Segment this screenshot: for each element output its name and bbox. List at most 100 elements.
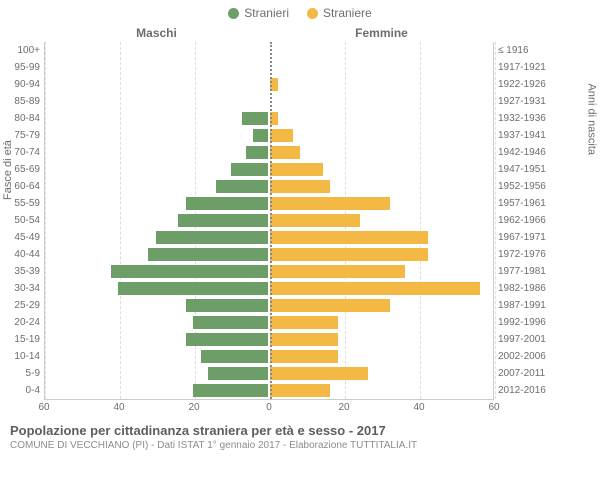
bar-female (270, 231, 428, 244)
chart-subtitle: COMUNE DI VECCHIANO (PI) - Dati ISTAT 1°… (10, 440, 590, 451)
birth-label: 1982-1986 (494, 280, 554, 297)
birth-label: 1922-1926 (494, 76, 554, 93)
birth-label: 1972-1976 (494, 246, 554, 263)
age-label: 0-4 (0, 382, 44, 399)
age-label: 35-39 (0, 263, 44, 280)
bar-male (148, 248, 268, 261)
age-label: 70-74 (0, 144, 44, 161)
age-label: 45-49 (0, 229, 44, 246)
birth-label: 1962-1966 (494, 212, 554, 229)
age-label: 95-99 (0, 59, 44, 76)
pyramid-row (45, 127, 493, 144)
birth-label: 1992-1996 (494, 314, 554, 331)
age-label: 20-24 (0, 314, 44, 331)
age-label: 10-14 (0, 348, 44, 365)
pyramid-row (45, 314, 493, 331)
bar-female (270, 299, 390, 312)
y-axis-left: 100+95-9990-9485-8980-8475-7970-7465-696… (0, 42, 44, 399)
age-label: 15-19 (0, 331, 44, 348)
pyramid-row (45, 59, 493, 76)
bar-female (270, 163, 323, 176)
bar-male (156, 231, 269, 244)
bar-rows (45, 42, 493, 399)
x-tick: 0 (266, 402, 272, 413)
bar-male (193, 316, 268, 329)
col-header-female: Femmine (269, 26, 494, 40)
bar-male (253, 129, 268, 142)
legend-label-female: Straniere (323, 6, 372, 20)
age-label: 25-29 (0, 297, 44, 314)
age-label: 40-44 (0, 246, 44, 263)
pyramid-row (45, 76, 493, 93)
male-swatch (228, 8, 239, 19)
col-header-male: Maschi (44, 26, 269, 40)
age-label: 50-54 (0, 212, 44, 229)
bar-female (270, 197, 390, 210)
age-label: 100+ (0, 42, 44, 59)
pyramid-row (45, 161, 493, 178)
bar-female (270, 367, 368, 380)
birth-label: 2007-2011 (494, 365, 554, 382)
pyramid-row (45, 365, 493, 382)
legend-item-male: Stranieri (228, 6, 289, 20)
pyramid-row (45, 229, 493, 246)
bar-female (270, 214, 360, 227)
bar-male (208, 367, 268, 380)
bar-male (216, 180, 269, 193)
age-label: 5-9 (0, 365, 44, 382)
chart-footer: Popolazione per cittadinanza straniera p… (0, 415, 600, 451)
center-line (270, 42, 272, 399)
birth-label: 1927-1931 (494, 93, 554, 110)
chart-title: Popolazione per cittadinanza straniera p… (10, 423, 590, 438)
legend: Stranieri Straniere (0, 0, 600, 20)
bar-female (270, 146, 300, 159)
pyramid-row (45, 246, 493, 263)
pyramid-row (45, 144, 493, 161)
bar-male (186, 299, 269, 312)
pyramid-chart: 100+95-9990-9485-8980-8475-7970-7465-696… (0, 42, 600, 399)
birth-label: 1937-1941 (494, 127, 554, 144)
pyramid-row (45, 280, 493, 297)
pyramid-row (45, 93, 493, 110)
pyramid-row (45, 42, 493, 59)
bar-female (270, 333, 338, 346)
legend-item-female: Straniere (307, 6, 372, 20)
plot-area (44, 42, 494, 399)
x-axis: 6040200204060 (44, 399, 494, 415)
pyramid-row (45, 263, 493, 280)
bar-male (111, 265, 269, 278)
birth-label: 2012-2016 (494, 382, 554, 399)
gridline (495, 42, 496, 399)
bar-male (118, 282, 268, 295)
age-label: 55-59 (0, 195, 44, 212)
pyramid-row (45, 382, 493, 399)
x-tick: 40 (113, 402, 124, 413)
x-tick: 20 (338, 402, 349, 413)
pyramid-row (45, 297, 493, 314)
age-label: 90-94 (0, 76, 44, 93)
birth-label: 1917-1921 (494, 59, 554, 76)
age-label: 60-64 (0, 178, 44, 195)
bar-male (242, 112, 268, 125)
birth-label: 1987-1991 (494, 297, 554, 314)
pyramid-row (45, 178, 493, 195)
x-tick: 60 (488, 402, 499, 413)
bar-male (201, 350, 269, 363)
x-tick: 60 (38, 402, 49, 413)
birth-label: 1947-1951 (494, 161, 554, 178)
column-headers: Maschi Femmine (0, 26, 600, 40)
birth-label: 1942-1946 (494, 144, 554, 161)
bar-male (186, 333, 269, 346)
bar-male (178, 214, 268, 227)
bar-female (270, 248, 428, 261)
bar-female (270, 180, 330, 193)
bar-female (270, 350, 338, 363)
pyramid-row (45, 195, 493, 212)
birth-label: ≤ 1916 (494, 42, 554, 59)
age-label: 30-34 (0, 280, 44, 297)
birth-label: 2002-2006 (494, 348, 554, 365)
y-axis-right: ≤ 19161917-19211922-19261927-19311932-19… (494, 42, 554, 399)
bar-male (193, 384, 268, 397)
pyramid-row (45, 331, 493, 348)
bar-female (270, 282, 480, 295)
